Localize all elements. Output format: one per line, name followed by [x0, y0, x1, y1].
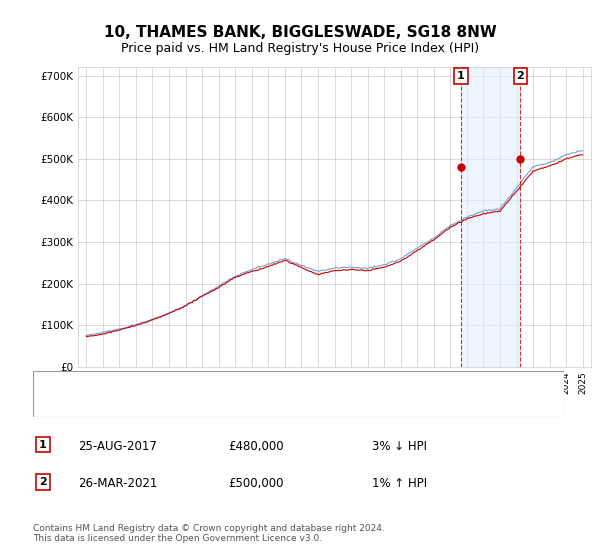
- Text: Contains HM Land Registry data © Crown copyright and database right 2024.
This d: Contains HM Land Registry data © Crown c…: [33, 524, 385, 543]
- Text: £480,000: £480,000: [228, 440, 284, 452]
- Text: 1: 1: [457, 71, 465, 81]
- Text: 2: 2: [517, 71, 524, 81]
- Text: Price paid vs. HM Land Registry's House Price Index (HPI): Price paid vs. HM Land Registry's House …: [121, 42, 479, 55]
- Text: 1% ↑ HPI: 1% ↑ HPI: [372, 477, 427, 490]
- Text: HPI: Average price, detached house, Central Bedfordshire: HPI: Average price, detached house, Cent…: [83, 402, 385, 412]
- Text: 25-AUG-2017: 25-AUG-2017: [78, 440, 157, 452]
- Bar: [461, 67, 520, 367]
- Text: £500,000: £500,000: [228, 477, 284, 490]
- Text: 1: 1: [39, 440, 47, 450]
- Text: 10, THAMES BANK, BIGGLESWADE, SG18 8NW: 10, THAMES BANK, BIGGLESWADE, SG18 8NW: [104, 25, 496, 40]
- Text: 26-MAR-2021: 26-MAR-2021: [78, 477, 157, 490]
- Text: 3% ↓ HPI: 3% ↓ HPI: [372, 440, 427, 452]
- Text: 2: 2: [39, 477, 47, 487]
- Text: 10, THAMES BANK, BIGGLESWADE, SG18 8NW (detached house): 10, THAMES BANK, BIGGLESWADE, SG18 8NW (…: [83, 379, 419, 389]
